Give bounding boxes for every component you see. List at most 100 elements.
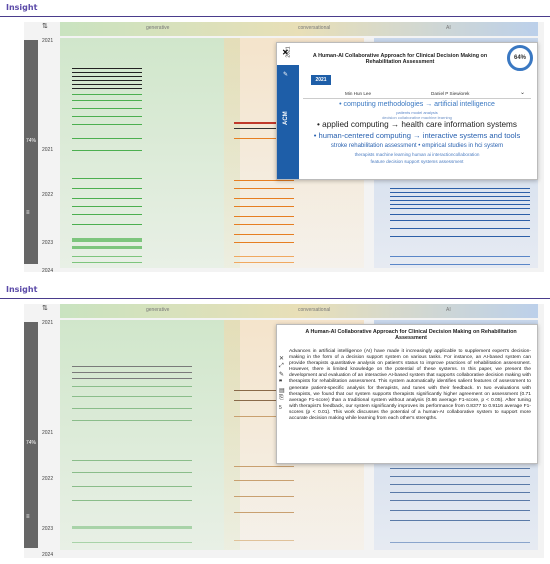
timeline-canvas[interactable]: ⇅ generative conversational AI 74% ≡ 202… <box>24 304 544 558</box>
paper-line[interactable] <box>72 206 142 207</box>
paper-line[interactable] <box>72 472 192 473</box>
paper-line[interactable] <box>72 80 142 81</box>
paper-line[interactable] <box>72 150 142 151</box>
paper-line[interactable] <box>72 94 142 95</box>
paper-line[interactable] <box>234 390 294 391</box>
list-icon[interactable]: ≡ <box>26 514 30 520</box>
paper-line[interactable] <box>234 138 294 139</box>
sort-numeric-icon[interactable]: ⇅ <box>42 23 48 30</box>
side-rail[interactable]: 74% ≡ <box>24 322 38 548</box>
paper-line[interactable] <box>234 198 294 199</box>
paper-line[interactable] <box>72 460 192 461</box>
paper-line[interactable] <box>234 540 294 541</box>
close-icon[interactable]: ✕ <box>279 356 285 362</box>
paper-line[interactable] <box>234 466 294 467</box>
column-header-generative[interactable]: generative <box>146 307 170 313</box>
paper-line[interactable] <box>72 84 142 85</box>
pin-icon[interactable]: ✎ <box>283 72 289 78</box>
paper-line[interactable] <box>72 76 142 77</box>
expand-icon[interactable]: ⤢ <box>279 363 284 369</box>
paper-line[interactable] <box>234 256 294 257</box>
paper-line[interactable] <box>234 242 294 243</box>
paper-line[interactable] <box>72 486 192 487</box>
paper-abstract-popup[interactable]: A Human-AI Collaborative Approach for Cl… <box>276 324 538 464</box>
paper-line[interactable] <box>234 206 294 207</box>
paper-line[interactable] <box>72 138 142 139</box>
paper-line[interactable] <box>72 100 142 101</box>
paper-line[interactable] <box>72 224 142 225</box>
paper-line[interactable] <box>234 480 294 481</box>
paper-line[interactable] <box>72 386 192 387</box>
timeline-canvas[interactable]: ⇅ generative conversational AI 74% ≡ 202… <box>24 22 544 274</box>
paper-line[interactable] <box>72 500 192 501</box>
column-header-ai[interactable]: AI <box>446 25 451 31</box>
column-header-conversational[interactable]: conversational <box>298 25 331 31</box>
column-header-ai[interactable]: AI <box>446 307 451 313</box>
close-icon[interactable]: ✕ <box>282 48 289 57</box>
paper-line[interactable] <box>72 420 192 421</box>
paper-line[interactable] <box>72 88 142 89</box>
chevron-down-icon[interactable]: ⌄ <box>519 90 525 96</box>
paper-line[interactable] <box>72 108 142 109</box>
paper-line[interactable] <box>390 476 530 477</box>
paper-line[interactable] <box>390 492 530 493</box>
paper-line[interactable] <box>390 228 530 229</box>
document-icon[interactable]: ▤ <box>279 388 285 394</box>
paper-line[interactable] <box>234 180 294 181</box>
keyword[interactable]: patients model analysis <box>396 110 438 115</box>
paper-line[interactable] <box>234 188 294 189</box>
paper-line[interactable] <box>72 198 142 199</box>
keyword[interactable]: • computing methodologies → artificial i… <box>339 101 495 108</box>
column-header-conversational[interactable]: conversational <box>298 307 331 313</box>
paper-line[interactable] <box>72 188 142 189</box>
paper-line[interactable] <box>72 68 142 69</box>
paper-line[interactable] <box>390 500 530 501</box>
paper-line[interactable] <box>390 542 530 543</box>
paper-line[interactable] <box>72 214 142 215</box>
paper-line[interactable] <box>72 72 142 73</box>
paper-line[interactable] <box>72 262 142 263</box>
author-name[interactable]: Min Hun Lee <box>345 91 372 96</box>
paper-line[interactable] <box>234 400 294 401</box>
paper-line[interactable] <box>390 220 530 221</box>
sort-numeric-icon[interactable]: ⇅ <box>42 305 48 312</box>
paper-line[interactable] <box>234 224 294 225</box>
keyword[interactable]: feature decision support systems assessm… <box>370 159 464 164</box>
paper-line[interactable] <box>234 496 294 497</box>
paper-line[interactable] <box>390 188 530 189</box>
paper-line[interactable] <box>390 200 530 201</box>
paper-line[interactable] <box>390 510 530 511</box>
paper-line[interactable] <box>72 542 192 543</box>
paper-line[interactable] <box>72 396 192 397</box>
paper-line[interactable] <box>390 236 530 237</box>
author-name[interactable]: Daniel P Siewiorek <box>431 91 470 96</box>
link-icon[interactable]: ⎘ <box>279 395 284 401</box>
paper-line[interactable] <box>390 196 530 197</box>
paper-line[interactable] <box>72 238 142 242</box>
paper-line[interactable] <box>72 256 142 257</box>
paper-detail-popup[interactable]: ✕ A Human-AI Collaborative Approach for … <box>276 42 538 180</box>
paper-line[interactable] <box>234 512 294 513</box>
paper-line[interactable] <box>72 378 192 379</box>
paper-line[interactable] <box>72 178 142 179</box>
paper-line[interactable] <box>234 416 294 417</box>
paper-line[interactable] <box>234 128 294 129</box>
paper-line[interactable] <box>390 208 530 209</box>
paper-line[interactable] <box>390 256 530 257</box>
paper-line[interactable] <box>72 526 192 529</box>
keyword[interactable]: decision collaborative machine learning <box>382 115 452 120</box>
paper-line[interactable] <box>72 366 192 367</box>
keyword[interactable]: therapists machine learning human ai int… <box>354 152 480 157</box>
paper-line[interactable] <box>390 192 530 193</box>
column-generative[interactable] <box>60 38 240 268</box>
column-generative[interactable] <box>60 320 240 550</box>
paper-line[interactable] <box>390 484 530 485</box>
paper-line[interactable] <box>72 372 192 373</box>
keyword[interactable]: stroke rehabilitation assessment • empir… <box>330 143 504 149</box>
paper-line[interactable] <box>234 262 294 263</box>
paper-line[interactable] <box>234 122 294 124</box>
paper-line[interactable] <box>72 124 142 125</box>
paper-line[interactable] <box>390 204 530 205</box>
paper-line[interactable] <box>72 408 192 409</box>
paper-line[interactable] <box>390 520 530 521</box>
